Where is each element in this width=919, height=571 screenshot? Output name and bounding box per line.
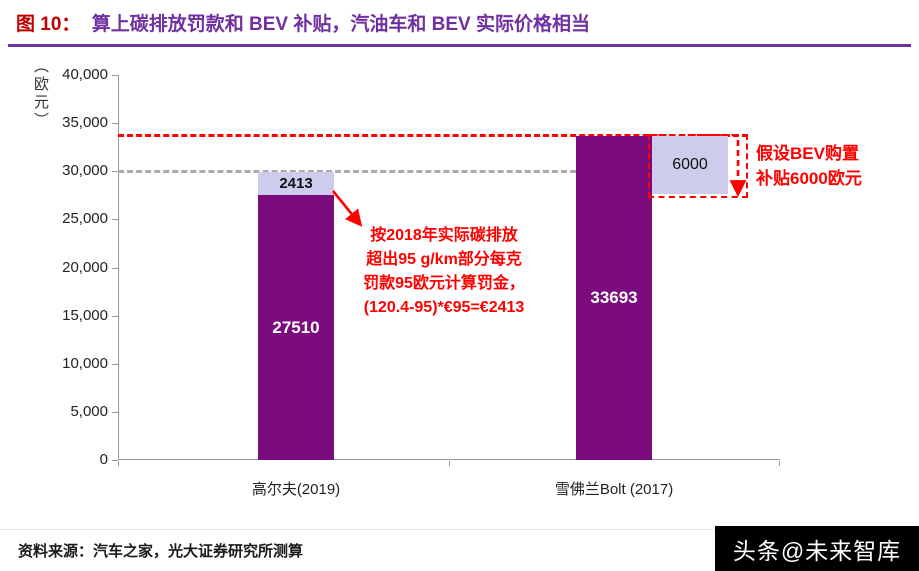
bolt-price-label: 33693 bbox=[590, 288, 638, 307]
gray-reference-line bbox=[118, 170, 576, 173]
y-tick-mark bbox=[112, 267, 118, 269]
plot-area bbox=[118, 75, 780, 460]
y-tick-mark bbox=[112, 315, 118, 317]
y-tick-label: 40,000 bbox=[62, 66, 108, 83]
subsidy-down-arrow bbox=[729, 140, 747, 198]
y-tick-mark bbox=[112, 219, 118, 221]
y-tick-mark bbox=[112, 363, 118, 365]
title-underline bbox=[8, 44, 911, 47]
red-reference-line bbox=[118, 134, 748, 137]
x-tick-mark bbox=[449, 461, 450, 466]
footer-divider bbox=[0, 529, 919, 530]
y-tick-label: 35,000 bbox=[62, 114, 108, 132]
bev-subsidy-label: 6000 bbox=[672, 156, 708, 173]
golf-penalty-segment: 2413 bbox=[258, 172, 334, 195]
y-tick-label: 30,000 bbox=[62, 162, 108, 180]
y-tick-label: 5,000 bbox=[70, 402, 108, 420]
golf-price-label: 27510 bbox=[272, 317, 320, 337]
y-tick-label: 15,000 bbox=[62, 306, 108, 324]
y-tick-label: 25,000 bbox=[62, 210, 108, 228]
y-tick-mark bbox=[112, 171, 118, 173]
source-note: 资料来源：汽车之家，光大证券研究所测算 bbox=[18, 543, 304, 560]
x-tick-mark bbox=[118, 461, 119, 466]
subsidy-dashed-outline bbox=[648, 134, 748, 198]
y-tick-mark bbox=[112, 75, 118, 76]
bev-subsidy-box: 6000 bbox=[652, 136, 728, 194]
y-tick-label: 0 bbox=[99, 451, 108, 468]
watermark-badge: 头条@未来智库 bbox=[715, 526, 919, 571]
penalty-arrow bbox=[331, 190, 363, 227]
bolt-bar: 33693 bbox=[576, 136, 652, 460]
y-tick-mark bbox=[112, 411, 118, 413]
y-axis-unit-label: （欧元） bbox=[32, 58, 49, 130]
y-tick-mark bbox=[112, 123, 118, 125]
x-tick-mark bbox=[779, 461, 780, 466]
figure-number: 图 10： bbox=[16, 14, 81, 35]
penalty-annotation: 按2018年实际碳排放 超出95 g/km部分每克 罚款95欧元计算罚金， (1… bbox=[363, 227, 525, 316]
y-tick-label: 20,000 bbox=[62, 258, 108, 276]
y-tick-label: 10,000 bbox=[62, 354, 108, 372]
y-tick-mark bbox=[112, 460, 118, 461]
golf-penalty-label: 2413 bbox=[279, 175, 313, 192]
golf-base-bar: 27510 bbox=[258, 195, 334, 460]
figure-header: 图 10： 算上碳排放罚款和 BEV 补贴，汽油车和 BEV 实际价格相当 bbox=[16, 9, 590, 36]
subsidy-annotation: 假设BEV购置 补贴6000欧元 bbox=[756, 144, 862, 188]
x-label-golf: 高尔夫(2019) bbox=[251, 481, 341, 498]
figure-title: 算上碳排放罚款和 BEV 补贴，汽油车和 BEV 实际价格相当 bbox=[91, 14, 590, 35]
x-label-bolt: 雪佛兰Bolt (2017) bbox=[554, 481, 674, 498]
